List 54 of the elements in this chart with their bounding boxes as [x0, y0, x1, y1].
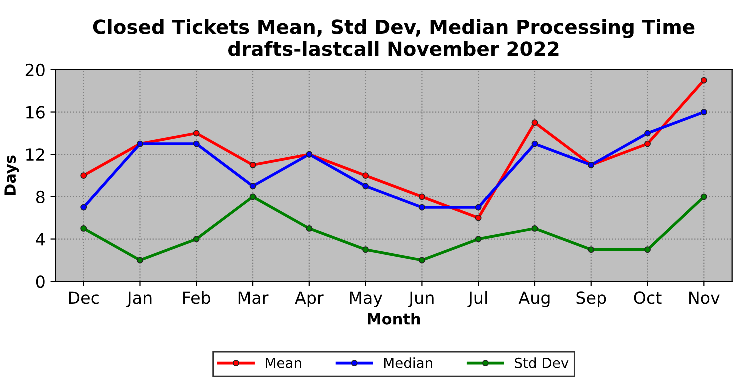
point: [362, 246, 370, 254]
point: [532, 140, 538, 148]
point: [80, 204, 88, 211]
x-tick-label: Aug: [518, 292, 550, 308]
point: [644, 246, 651, 254]
point: [700, 77, 708, 84]
point: [250, 162, 256, 168]
point: [700, 109, 708, 116]
point: [644, 140, 651, 148]
point: [137, 257, 144, 264]
point: [193, 236, 200, 242]
y-tick-label: 16: [26, 106, 45, 119]
legend-label: Mean: [266, 358, 302, 368]
point: [532, 225, 538, 232]
legend-label: Median: [384, 358, 432, 368]
point: [419, 194, 426, 200]
x-tick-label: Dec: [69, 292, 99, 304]
point: [193, 130, 200, 137]
point: [532, 120, 538, 126]
y-tick-label: 8: [36, 190, 45, 204]
y-tick-label: 12: [26, 148, 44, 161]
y-tick-label: 0: [36, 276, 45, 288]
y-tick-label: 20: [26, 64, 45, 76]
x-tick-label: Nov: [690, 292, 720, 304]
point: [644, 130, 651, 137]
point: [419, 204, 426, 211]
point: [700, 194, 708, 200]
point: [80, 225, 88, 232]
point: [250, 194, 256, 200]
x-tick-label: Jan: [126, 292, 152, 308]
point: [475, 204, 482, 211]
x-tick-label: Jul: [468, 291, 488, 308]
point: [419, 257, 426, 264]
point: [362, 172, 370, 179]
x-tick-label: Apr: [295, 292, 324, 308]
x-axis-title: Month: [368, 313, 420, 325]
x-tick-label: Sep: [576, 292, 606, 308]
x-tick-label: Jun: [408, 292, 434, 308]
point: [475, 236, 482, 242]
y-axis-title: Days: [4, 156, 20, 196]
legend-label: Std Dev: [515, 358, 569, 368]
point: [193, 140, 200, 148]
chart-title: Closed Tickets Mean, Std Dev, Median Processing Time drafts-lastcall November 2022: [93, 19, 695, 56]
point: [362, 183, 370, 190]
point: [250, 183, 256, 190]
x-tick-label: Mar: [238, 292, 269, 304]
x-tick-label: Oct: [634, 292, 662, 304]
x-tick-label: May: [350, 292, 383, 308]
point: [475, 214, 482, 222]
point: [306, 225, 313, 232]
point: [80, 172, 88, 179]
point: [588, 246, 595, 254]
y-tick-label: 4: [36, 233, 45, 246]
x-tick-label: Feb: [184, 291, 210, 304]
